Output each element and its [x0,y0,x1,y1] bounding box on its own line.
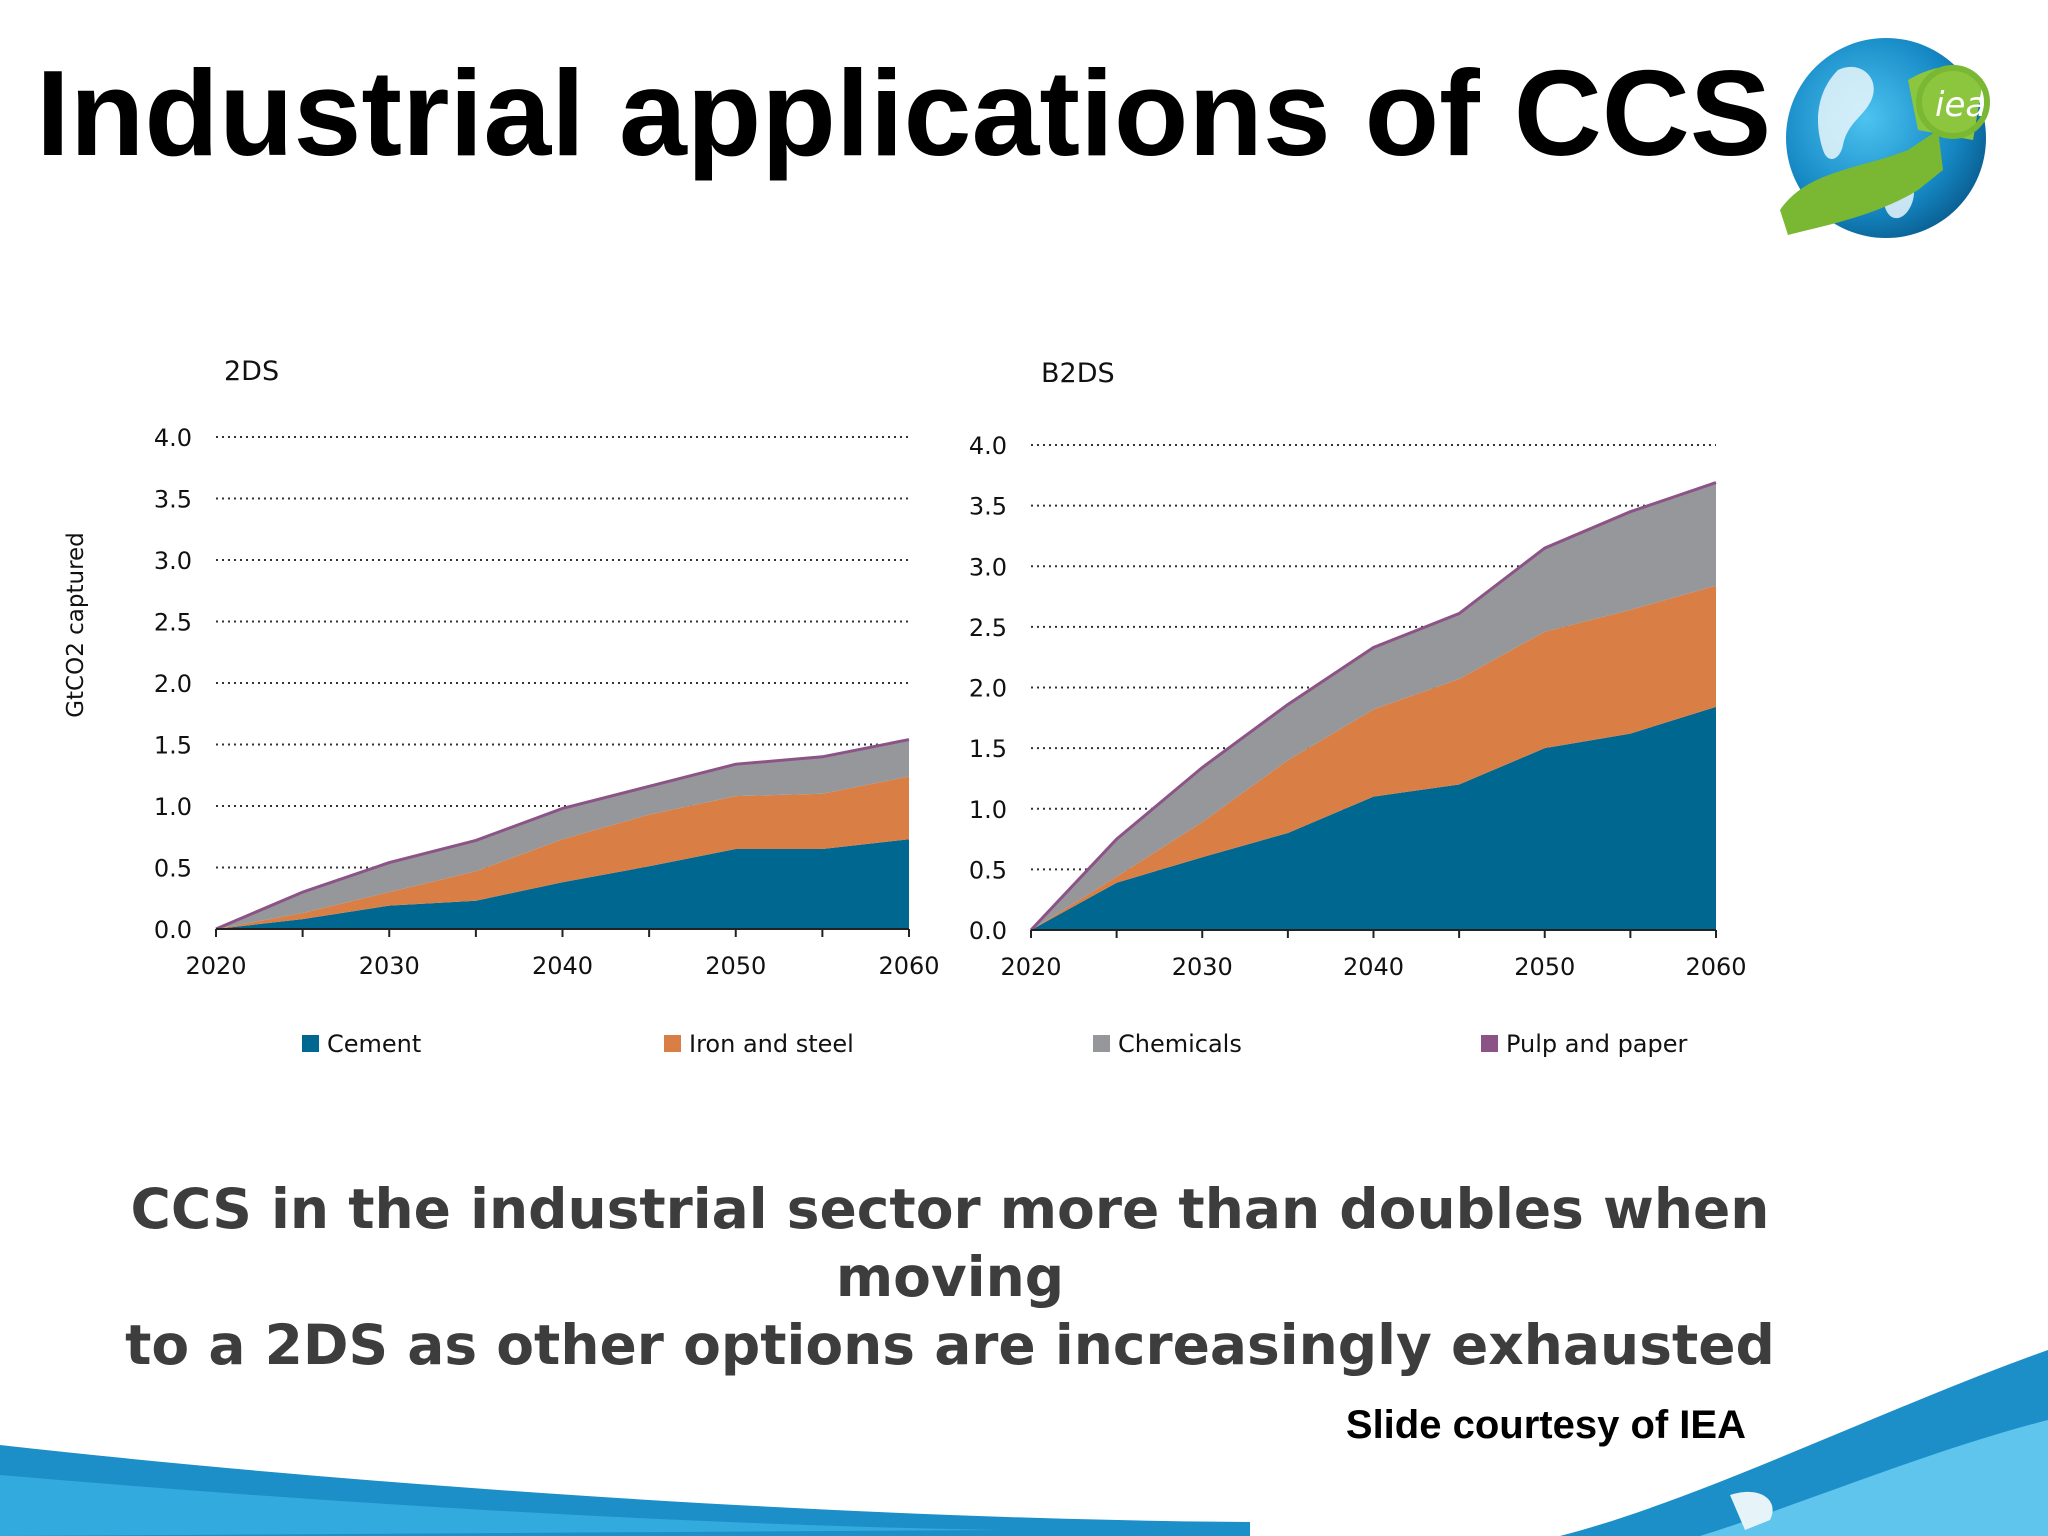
y-tick-label: 1.0 [154,793,192,821]
legend-swatch [1481,1035,1498,1052]
area-iron-and-steel [216,776,909,929]
iea-globe-logo: iea [1780,38,1990,238]
legend-swatch [302,1035,319,1052]
y-tick-label: 2.5 [969,614,1007,642]
slide-subtitle: CCS in the industrial sector more than d… [80,1175,1820,1379]
y-axis-label: GtCO2 captured [63,532,89,718]
x-tick-label: 2020 [1000,953,1061,981]
legend-swatch [664,1035,681,1052]
y-tick-label: 2.0 [154,670,192,698]
line-pulp-and-paper [215,738,910,931]
x-tick-label: 2060 [1685,953,1746,981]
legend-label: Iron and steel [689,1030,854,1058]
chart-2-title: B2DS [1041,358,1115,389]
y-tick-label: 0.0 [969,917,1007,945]
y-tick-label: 1.0 [969,796,1007,824]
y-tick-label: 0.5 [154,855,192,883]
y-tick-label: 3.0 [969,553,1007,581]
area-cement [216,839,909,929]
y-tick-label: 1.5 [969,735,1007,763]
subtitle-line-1: CCS in the industrial sector more than d… [130,1177,1770,1309]
x-tick-label: 2040 [532,952,593,980]
legend-swatch [1093,1035,1110,1052]
legend-label: Chemicals [1118,1030,1242,1058]
y-tick-label: 3.5 [154,486,192,514]
x-tick-label: 2020 [185,952,246,980]
slide-title: Industrial applications of CCS [36,45,1772,181]
subtitle-line-2: to a 2DS as other options are increasing… [125,1313,1775,1377]
y-tick-label: 4.0 [154,424,192,452]
x-tick-label: 2040 [1343,953,1404,981]
y-tick-label: 2.5 [154,609,192,637]
area-iron-and-steel [1031,585,1716,930]
legend-label: Cement [327,1030,421,1058]
x-tick-label: 2050 [1514,953,1575,981]
y-tick-label: 4.0 [969,432,1007,460]
y-tick-label: 3.5 [969,493,1007,521]
line-pulp-and-paper [1029,481,1717,932]
area-cement [1031,706,1716,930]
charts-area: 2DS B2DS GtCO2 captured 0.0 0.5 1.0 1.5 2.0 2… [63,356,1747,1058]
chart-2ds: 0.0 0.5 1.0 1.5 2.0 2.5 3.0 3.5 4.0 2020 2030 2040 2… [154,424,940,980]
x-tick-label: 2060 [878,952,939,980]
chart-1-title: 2DS [224,356,279,387]
decorative-swoosh [0,1350,2048,1536]
legend-label: Pulp and paper [1506,1030,1688,1058]
area-chemicals [216,740,909,929]
x-tick-label: 2030 [359,952,420,980]
y-tick-label: 0.0 [154,916,192,944]
y-tick-label: 2.0 [969,675,1007,703]
legend: Cement Iron and steel Chemicals Pulp and pa… [302,1030,1688,1058]
x-tick-label: 2030 [1172,953,1233,981]
area-chemicals [1031,483,1716,930]
y-tick-label: 1.5 [154,732,192,760]
x-tick-label: 2050 [705,952,766,980]
chart-b2ds: 0.0 0.5 1.0 1.5 2.0 2.5 3.0 3.5 4.0 2020 2030 2040 2… [969,432,1747,981]
y-tick-label: 0.5 [969,856,1007,884]
svg-text:iea: iea [1935,85,1986,125]
slide-credit: Slide courtesy of IEA [1345,1403,1746,1447]
y-tick-label: 3.0 [154,547,192,575]
